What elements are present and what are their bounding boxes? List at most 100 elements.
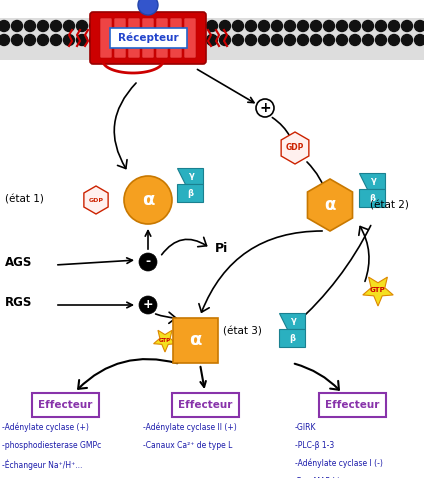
Circle shape — [324, 34, 335, 45]
Text: γ: γ — [189, 171, 195, 180]
FancyArrowPatch shape — [359, 227, 369, 282]
Circle shape — [245, 34, 257, 45]
Circle shape — [245, 21, 257, 32]
Circle shape — [298, 34, 309, 45]
Polygon shape — [281, 132, 309, 164]
Polygon shape — [177, 184, 203, 202]
Text: -PLC-β 1-3: -PLC-β 1-3 — [295, 441, 334, 450]
Circle shape — [310, 34, 321, 45]
Polygon shape — [359, 189, 385, 206]
Text: -Échangeur Na⁺/H⁺...: -Échangeur Na⁺/H⁺... — [2, 459, 82, 469]
Text: (état 3): (état 3) — [223, 327, 262, 337]
Circle shape — [232, 21, 243, 32]
Text: Effecteur: Effecteur — [325, 400, 379, 410]
Circle shape — [349, 21, 360, 32]
FancyBboxPatch shape — [156, 18, 168, 58]
Circle shape — [285, 34, 296, 45]
Text: α: α — [189, 331, 201, 349]
Circle shape — [220, 34, 231, 45]
Circle shape — [388, 34, 399, 45]
Circle shape — [220, 21, 231, 32]
Text: -Ras-MAP-kinase...: -Ras-MAP-kinase... — [295, 477, 366, 478]
Text: -Adénylate cyclase (+): -Adénylate cyclase (+) — [2, 423, 89, 433]
Circle shape — [363, 21, 374, 32]
Circle shape — [124, 176, 172, 224]
Circle shape — [64, 21, 75, 32]
Text: Effecteur: Effecteur — [178, 400, 232, 410]
Circle shape — [206, 21, 218, 32]
FancyBboxPatch shape — [170, 18, 182, 58]
Circle shape — [415, 21, 424, 32]
FancyArrowPatch shape — [114, 83, 136, 168]
Circle shape — [138, 0, 158, 15]
Text: -phosphodiesterase GMPc: -phosphodiesterase GMPc — [2, 441, 101, 450]
Text: +: + — [143, 298, 153, 312]
Circle shape — [50, 21, 61, 32]
FancyBboxPatch shape — [0, 18, 424, 60]
Circle shape — [310, 21, 321, 32]
Circle shape — [37, 34, 48, 45]
Circle shape — [259, 21, 270, 32]
Circle shape — [76, 34, 87, 45]
FancyBboxPatch shape — [114, 18, 126, 58]
FancyArrowPatch shape — [78, 359, 177, 389]
FancyBboxPatch shape — [109, 28, 187, 48]
Circle shape — [376, 34, 387, 45]
Text: β: β — [289, 334, 295, 343]
Circle shape — [388, 21, 399, 32]
FancyBboxPatch shape — [31, 393, 98, 417]
FancyArrowPatch shape — [295, 364, 339, 390]
Text: γ: γ — [371, 176, 377, 185]
Circle shape — [0, 34, 9, 45]
Text: β: β — [187, 189, 193, 198]
Text: +: + — [259, 101, 271, 115]
Text: α: α — [324, 196, 336, 214]
FancyBboxPatch shape — [142, 18, 154, 58]
FancyArrowPatch shape — [307, 162, 331, 196]
Text: RGS: RGS — [5, 295, 32, 308]
Circle shape — [139, 253, 157, 271]
Text: -Canaux Ca²⁺ de type L: -Canaux Ca²⁺ de type L — [143, 441, 232, 450]
Circle shape — [50, 34, 61, 45]
FancyArrowPatch shape — [162, 238, 206, 255]
Circle shape — [259, 34, 270, 45]
Circle shape — [139, 296, 157, 314]
Circle shape — [298, 21, 309, 32]
Circle shape — [11, 21, 22, 32]
FancyBboxPatch shape — [184, 18, 196, 58]
Circle shape — [324, 21, 335, 32]
Circle shape — [0, 21, 9, 32]
Circle shape — [25, 34, 36, 45]
FancyBboxPatch shape — [318, 393, 385, 417]
Polygon shape — [279, 313, 305, 329]
FancyBboxPatch shape — [173, 317, 218, 362]
Text: -GIRK: -GIRK — [295, 423, 316, 432]
Circle shape — [11, 34, 22, 45]
Text: Effecteur: Effecteur — [38, 400, 92, 410]
Text: -Adénylate cyclase I (-): -Adénylate cyclase I (-) — [295, 459, 383, 468]
Circle shape — [206, 34, 218, 45]
Polygon shape — [153, 330, 176, 352]
FancyArrowPatch shape — [156, 312, 176, 323]
Circle shape — [89, 21, 100, 32]
FancyArrowPatch shape — [272, 118, 301, 161]
Text: GTP: GTP — [159, 337, 171, 343]
Text: GTP: GTP — [370, 287, 386, 293]
Circle shape — [256, 99, 274, 117]
Circle shape — [363, 34, 374, 45]
Circle shape — [376, 21, 387, 32]
Text: -Adénylate cyclase II (+): -Adénylate cyclase II (+) — [143, 423, 237, 433]
Circle shape — [337, 21, 348, 32]
Circle shape — [415, 34, 424, 45]
Circle shape — [25, 21, 36, 32]
Text: GDP: GDP — [286, 143, 304, 152]
Text: β: β — [369, 194, 375, 203]
Text: γ: γ — [291, 316, 297, 326]
Text: Pi: Pi — [215, 241, 228, 254]
Polygon shape — [359, 173, 385, 189]
Circle shape — [64, 34, 75, 45]
FancyBboxPatch shape — [100, 18, 112, 58]
Circle shape — [271, 34, 282, 45]
FancyBboxPatch shape — [171, 393, 238, 417]
Text: Récepteur: Récepteur — [118, 33, 179, 43]
